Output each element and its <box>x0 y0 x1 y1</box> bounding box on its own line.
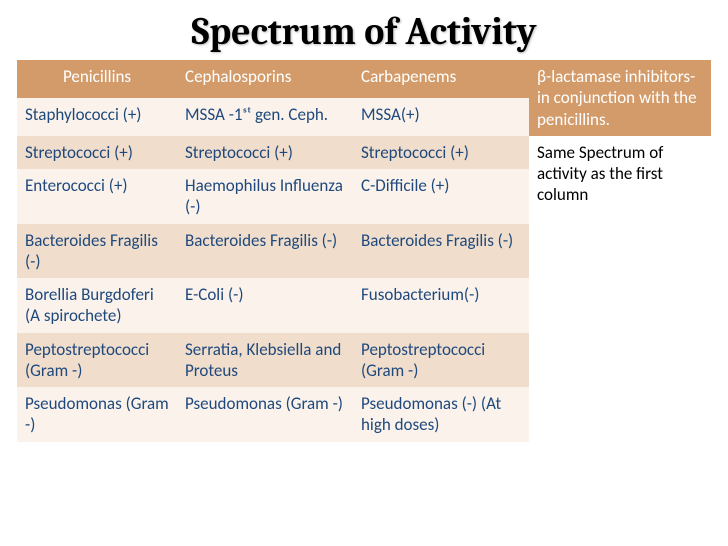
cell: Streptococci (+) <box>17 136 177 169</box>
cell: Fusobacterium(-) <box>353 278 529 333</box>
cell: Bacteroides Fragilis (-) <box>353 224 529 279</box>
cell: Bacteroides Fragilis (-) <box>177 224 353 279</box>
cell: Bacteroides Fragilis (-) <box>17 224 177 279</box>
col-header-betalactamase: β-lactamase inhibitors- in conjunction w… <box>529 60 711 136</box>
merged-note-cell: Same Spectrum of activity as the first c… <box>529 136 711 442</box>
col-header-carbapenems: Carbapenems <box>353 60 529 98</box>
cell: Serratia, Klebsiella and Proteus <box>177 333 353 388</box>
cell: Streptococci (+) <box>353 136 529 169</box>
cell: C-Difficile (+) <box>353 169 529 224</box>
cell: Staphylococci (+) <box>17 98 177 136</box>
cell: Haemophilus Influenza (-) <box>177 169 353 224</box>
cell: Pseudomonas (-) (At high doses) <box>353 387 529 442</box>
col-header-cephalosporins: Cephalosporins <box>177 60 353 98</box>
cell: Enterococci (+) <box>17 169 177 224</box>
table-row: Streptococci (+) Streptococci (+) Strept… <box>17 136 711 169</box>
cell: Pseudomonas (Gram -) <box>177 387 353 442</box>
cell: Peptostreptococci (Gram -) <box>353 333 529 388</box>
cell: MSSA -1ˢᵗ gen. Ceph. <box>177 98 353 136</box>
table-header-row: Penicillins Cephalosporins Carbapenems β… <box>17 60 711 98</box>
slide-title: Spectrum of Activity <box>0 0 728 60</box>
cell: Borellia Burgdoferi (A spirochete) <box>17 278 177 333</box>
cell: Peptostreptococci (Gram -) <box>17 333 177 388</box>
cell: E-Coli (-) <box>177 278 353 333</box>
cell: Pseudomonas (Gram -) <box>17 387 177 442</box>
spectrum-table: Penicillins Cephalosporins Carbapenems β… <box>17 60 711 442</box>
cell: MSSA(+) <box>353 98 529 136</box>
col-header-penicillins: Penicillins <box>17 60 177 98</box>
cell: Streptococci (+) <box>177 136 353 169</box>
